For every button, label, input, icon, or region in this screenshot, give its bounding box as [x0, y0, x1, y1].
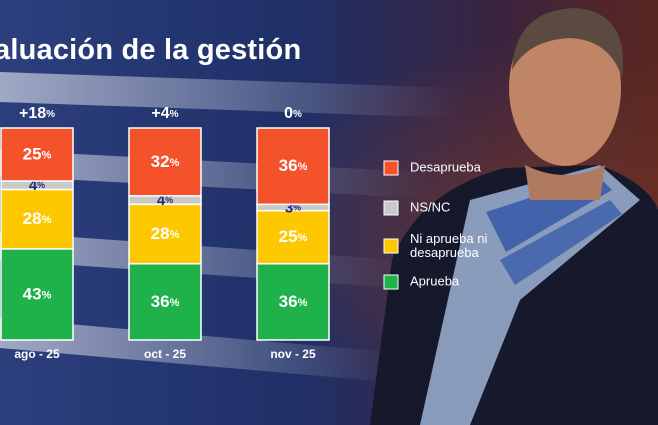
data-label-1-4: 25%: [23, 145, 52, 164]
net-label-3: 0%: [284, 105, 302, 122]
legend-swatch-4: [383, 274, 399, 290]
data-label-3-1: 36%: [279, 292, 308, 311]
bar-segment-desaprueba-3: [256, 127, 330, 206]
data-label-1-2: 28%: [23, 210, 52, 229]
data-label-3-4: 36%: [279, 157, 308, 176]
person-photo: [370, 8, 658, 425]
data-label-3-2: 25%: [279, 228, 308, 247]
bar-segment-desaprueba-1: [0, 127, 74, 182]
data-label-2-3: 4%: [157, 192, 173, 209]
legend-label-1: Desaprueba: [410, 159, 482, 174]
bar-segment-aprueba-2: [128, 262, 202, 341]
legend-label-3: Ni aprueba ni desaprueba: [410, 232, 487, 261]
data-label-3-3: 3%: [285, 199, 301, 216]
chart-title: aluación de la gestión: [0, 34, 302, 66]
data-label-1-1: 43%: [23, 285, 52, 304]
legend: Desaprueba NS/NC Ni aprueba ni desaprueba Ap…: [383, 159, 487, 290]
data-label-2-4: 32%: [151, 152, 180, 171]
legend-swatch-3: [383, 238, 399, 254]
legend-label-2: NS/NC: [410, 199, 450, 214]
x-tick-label-3: nov - 25: [270, 347, 316, 361]
legend-swatch-1: [383, 160, 399, 176]
bar-segment-ni-aprueba-ni-desaprueba-3: [256, 209, 330, 265]
net-label-2: +4%: [151, 105, 178, 122]
x-tick-label-1: ago - 25: [14, 347, 60, 361]
bars-layer: 43% 28% 4% 25% +18% ago - 25 36% 28% 4% 32% +4% oct…: [0, 105, 330, 361]
data-label-2-1: 36%: [151, 292, 180, 311]
x-tick-label-2: oct - 25: [144, 347, 186, 361]
net-label-1: +18%: [19, 105, 55, 122]
bar-segment-desaprueba-2: [128, 127, 202, 197]
bar-segment-ni-aprueba-ni-desaprueba-2: [128, 203, 202, 265]
bar-segment-aprueba-1: [0, 248, 74, 341]
data-label-2-2: 28%: [151, 224, 180, 243]
data-label-1-3: 4%: [29, 177, 45, 194]
legend-label-4: Aprueba: [410, 273, 460, 288]
legend-swatch-2: [383, 200, 399, 216]
